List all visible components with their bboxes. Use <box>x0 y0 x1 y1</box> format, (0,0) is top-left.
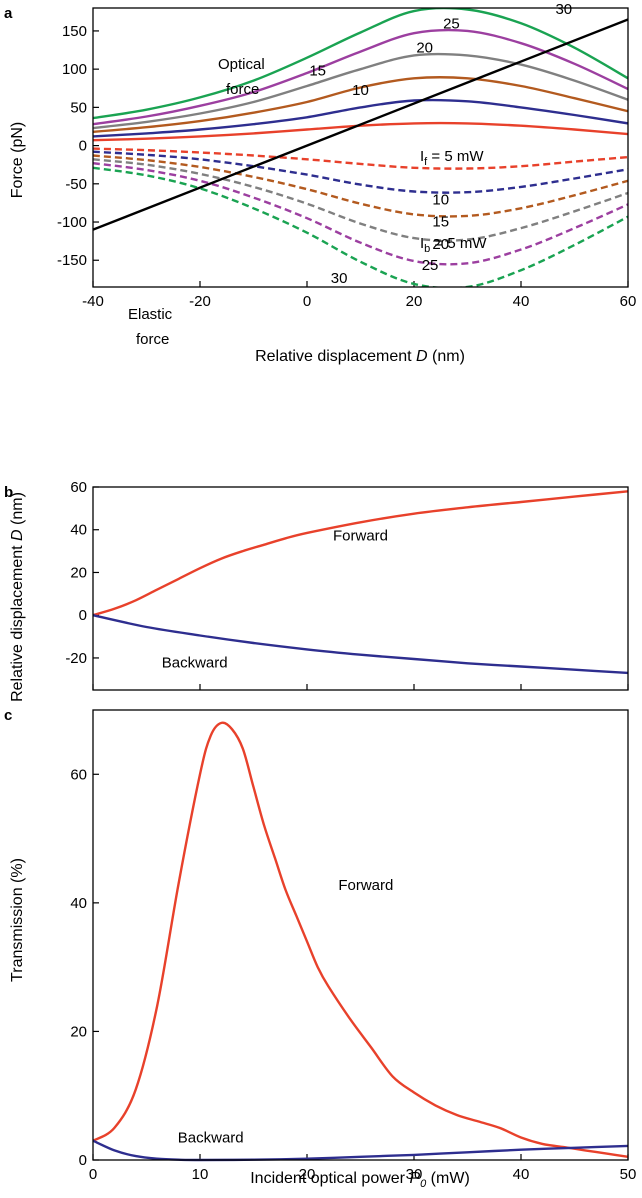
forward-displacement-line <box>92 490 629 617</box>
panel-a-y-tick-label: -100 <box>57 214 87 231</box>
forward-power-label-10: 10 <box>352 82 369 99</box>
forward-transmission-label: Forward <box>338 877 393 894</box>
forward-power-label-25: 25 <box>443 16 460 33</box>
backward-power-label-30: 30 <box>331 270 348 287</box>
panel-a-x-tick-label: 60 <box>620 293 637 310</box>
backward-force-line-5mw <box>93 147 628 170</box>
panel-c: c Transmission (%) Incident optical powe… <box>4 707 636 1190</box>
panel-a-y-tick-label: -50 <box>65 176 87 193</box>
annotation-elastic-force-line2: force <box>136 331 169 348</box>
backward-transmission-label: Backward <box>178 1130 244 1147</box>
backward-power-label-10: 10 <box>432 191 449 208</box>
backward-force-line-20mw <box>93 158 628 242</box>
panel-b-y-tick-label: 0 <box>79 607 87 624</box>
panel-b-y-axis-label: Relative displacement D (nm) <box>9 492 26 702</box>
panel-c-y-axis-label: Transmission (%) <box>9 858 26 982</box>
annotation-optical-force-line2: force <box>226 81 259 98</box>
panel-c-x-tick-label: 50 <box>620 1166 637 1183</box>
forward-force-line-30mw <box>93 8 628 120</box>
forward-power-label-20: 20 <box>416 39 433 56</box>
backward-force-line-10mw <box>93 150 628 194</box>
panel-b-y-tick-label: 60 <box>70 479 87 496</box>
panel-b-frame <box>92 486 629 691</box>
panel-c-y-tick-label: 0 <box>79 1152 87 1169</box>
panel-a: a Force (pN) Relative displacement D (nm… <box>4 1 636 365</box>
forward-force-line-10mw <box>93 98 628 138</box>
panel-c-y-tick-label: 40 <box>70 895 87 912</box>
panel-b-plot-area: Forward Backward <box>92 490 629 675</box>
panel-c-x-axis-label: Incident optical power P0 (mW) <box>250 1170 470 1190</box>
backward-power-label-20: 20 <box>432 236 449 253</box>
panel-letter-c: c <box>4 707 12 724</box>
panel-b-y-tick-label: -20 <box>65 650 87 667</box>
forward-force-line-15mw <box>93 76 628 133</box>
panel-a-ticks: -40 -20 0 20 40 60 -150 -100 -50 0 50 100 150 <box>57 23 636 310</box>
panel-a-plot-area: 10 15 20 25 30 10 15 20 25 30 <box>93 1 628 287</box>
annotation-elastic-force-line1: Elastic <box>128 306 173 323</box>
annotation-ib-label: Ib = 5 mW <box>420 235 487 255</box>
panel-b-ticks: -20 0 20 40 60 <box>65 479 629 690</box>
forward-displacement-label: Forward <box>333 527 388 544</box>
backward-displacement-label: Backward <box>162 655 228 672</box>
panel-a-x-tick-label: 0 <box>303 293 311 310</box>
backward-transmission-line <box>92 1139 629 1162</box>
panel-c-x-tick-label: 40 <box>513 1166 530 1183</box>
forward-power-label-30: 30 <box>555 1 572 18</box>
forward-transmission-line <box>92 721 629 1158</box>
panel-b-y-tick-label: 20 <box>70 564 87 581</box>
panel-b-y-tick-label: 40 <box>70 522 87 539</box>
elastic-force-line <box>93 18 628 231</box>
panel-a-x-tick-label: 40 <box>513 293 530 310</box>
panel-c-y-tick-label: 60 <box>70 766 87 783</box>
annotation-optical-force-line1: Optical <box>218 56 265 73</box>
panel-a-y-tick-label: 100 <box>62 61 87 78</box>
panel-b: b Relative displacement D (nm) -20 0 20 40 6… <box>4 479 629 702</box>
panel-a-y-axis-label: Force (pN) <box>9 122 26 198</box>
panel-a-y-tick-label: 150 <box>62 23 87 40</box>
panel-a-x-axis-label: Relative displacement D (nm) <box>255 348 465 365</box>
panel-a-x-tick-label: 20 <box>406 293 423 310</box>
panel-c-frame <box>92 709 629 1161</box>
panel-a-y-tick-label: -150 <box>57 252 87 269</box>
panel-a-frame <box>92 7 629 288</box>
panel-a-y-tick-label: 50 <box>70 99 87 116</box>
backward-power-label-25: 25 <box>422 257 439 274</box>
panel-c-x-tick-label: 0 <box>89 1166 97 1183</box>
panel-c-plot-area: Forward Backward <box>92 721 629 1162</box>
panel-c-y-tick-label: 20 <box>70 1023 87 1040</box>
backward-displacement-line <box>92 614 629 675</box>
backward-force-line-30mw <box>93 166 628 287</box>
forward-force-line-25mw <box>93 28 628 126</box>
panel-c-x-tick-label: 20 <box>299 1166 316 1183</box>
panel-a-x-tick-label: -40 <box>82 293 104 310</box>
backward-force-line-15mw <box>93 154 628 218</box>
backward-force-line-25mw <box>93 162 628 266</box>
panel-letter-b: b <box>4 484 13 501</box>
panel-a-x-tick-label: -20 <box>189 293 211 310</box>
forward-power-label-15: 15 <box>309 62 326 79</box>
backward-power-label-15: 15 <box>432 214 449 231</box>
panel-a-y-tick-label: 0 <box>79 138 87 155</box>
panel-c-x-tick-label: 30 <box>406 1166 423 1183</box>
forward-force-line-20mw <box>93 52 628 130</box>
panel-letter-a: a <box>4 5 13 22</box>
annotation-if-label: If = 5 mW <box>420 148 484 168</box>
panel-c-x-tick-label: 10 <box>192 1166 209 1183</box>
panel-c-ticks: 0 10 20 30 40 50 0 20 40 60 <box>70 766 636 1183</box>
